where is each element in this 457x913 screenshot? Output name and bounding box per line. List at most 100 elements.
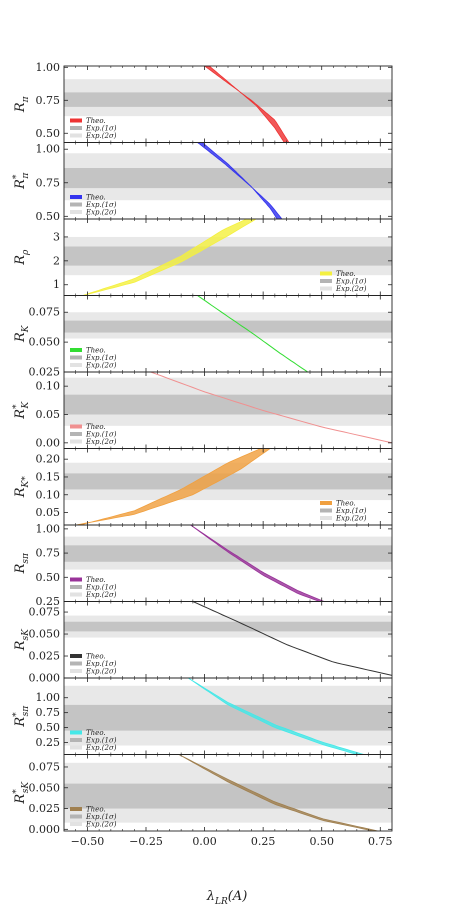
x-tick-label: 0.75 xyxy=(368,835,393,848)
legend-swatch xyxy=(70,432,82,436)
y-tick-label: 0.75 xyxy=(36,547,61,560)
theory-band xyxy=(187,678,365,755)
x-tick-label: 0.25 xyxy=(251,835,276,848)
legend-label: Theo. xyxy=(86,423,106,431)
legend-swatch xyxy=(70,577,82,582)
legend-label: Exp.(2σ) xyxy=(85,668,117,676)
y-tick-label: 0.050 xyxy=(29,336,61,349)
theory-line xyxy=(150,372,392,444)
legend-swatch xyxy=(70,133,82,138)
exp-1sigma-band xyxy=(64,473,392,490)
y-tick-label: 0.05 xyxy=(36,506,61,519)
y-tick-label: 0.05 xyxy=(36,408,61,421)
panel-6: 0.05 0.10 0.15 0.20 RK* Theo.Exp.(1σ)Exp.(2σ) xyxy=(13,448,393,526)
legend-swatch xyxy=(70,669,82,673)
y-tick-label: 0.050 xyxy=(29,628,61,641)
panel-3: 1 2 3 Rρ Theo.Exp.(1σ)Exp.(2σ) xyxy=(13,218,393,296)
y-axis-label: R*sπ xyxy=(12,705,31,728)
y-tick-label: 0.10 xyxy=(36,380,61,393)
y-axis-label: Rρ xyxy=(13,249,31,266)
legend-swatch xyxy=(70,363,82,367)
y-tick-label: 3 xyxy=(53,230,60,243)
panel-9: 0.25 0.50 0.75 1.00 R*sπ Theo.Exp.(1σ)Exp.(2σ… xyxy=(12,677,393,755)
legend-swatch xyxy=(70,424,82,429)
panel-1: 0.50 0.75 1.00 Rπ Theo.Exp.(1σ)Exp.(2σ) xyxy=(13,61,393,143)
legend-swatch xyxy=(70,814,82,819)
y-tick-label: 1.00 xyxy=(36,522,61,535)
panel-7: 0.25 0.50 0.75 1.00 Rsπ Theo.Exp.(1σ)Exp.(2σ) xyxy=(13,522,393,608)
legend-swatch xyxy=(70,807,82,811)
y-tick-label: 0.75 xyxy=(36,94,61,107)
y-tick-label: 1.00 xyxy=(36,691,61,704)
legend-swatch xyxy=(70,745,82,750)
y-axis-label: Rπ xyxy=(13,95,31,113)
legend-swatch xyxy=(70,654,82,658)
y-axis-label: R*K xyxy=(12,400,31,419)
theory-band xyxy=(196,142,283,219)
legend-label: Exp.(2σ) xyxy=(335,515,367,523)
y-tick-label: 0.00 xyxy=(36,436,61,449)
legend-label: Theo. xyxy=(336,270,356,278)
exp-1sigma-band xyxy=(64,320,392,333)
legend-swatch xyxy=(70,348,82,352)
legend-swatch xyxy=(70,585,82,589)
y-axis-label: Rsπ xyxy=(13,552,31,574)
exp-1sigma-band xyxy=(64,783,392,809)
legend-label: Exp.(1σ) xyxy=(85,584,117,592)
legend-label: Exp.(1σ) xyxy=(85,813,117,821)
legend-swatch xyxy=(70,126,82,130)
legend-swatch xyxy=(320,279,332,283)
exp-1sigma-band xyxy=(64,621,392,632)
y-tick-label: 0.000 xyxy=(29,672,61,685)
y-tick-label: 0.075 xyxy=(29,306,61,319)
y-tick-label: 0.50 xyxy=(36,721,61,734)
legend-swatch xyxy=(70,439,82,444)
legend-swatch xyxy=(70,592,82,597)
theory-band xyxy=(75,448,271,525)
theory-band xyxy=(203,66,290,143)
x-tick-label: −0.25 xyxy=(129,835,163,848)
legend-swatch xyxy=(70,202,82,207)
legend-swatch xyxy=(70,738,82,742)
y-tick-label: 0.25 xyxy=(36,736,61,749)
y-tick-label: 0.75 xyxy=(36,706,61,719)
y-tick-label: 0.75 xyxy=(36,176,61,189)
exp-1sigma-band xyxy=(64,545,392,562)
panel-4: 0.025 0.050 0.075 RK Theo.Exp.(1σ)Exp.(2σ) xyxy=(13,295,393,379)
exp-1sigma-band xyxy=(64,246,392,266)
y-tick-label: 0.025 xyxy=(29,650,61,663)
y-axis-label: RK xyxy=(13,324,31,343)
legend-swatch xyxy=(70,355,82,360)
legend-label: Theo. xyxy=(336,500,356,508)
legend-swatch xyxy=(320,508,332,513)
y-axis-label: RsK xyxy=(13,628,31,651)
legend-swatch xyxy=(320,271,332,276)
y-tick-label: 2 xyxy=(53,254,60,267)
legend-label: Exp.(2σ) xyxy=(85,821,117,829)
y-axis-label: R*sK xyxy=(12,781,31,805)
y-tick-label: 0.000 xyxy=(29,823,61,836)
x-axis-label: λLR(A) xyxy=(206,889,248,907)
legend-swatch xyxy=(70,118,82,123)
legend-label: Theo. xyxy=(86,806,106,814)
y-tick-label: 0.20 xyxy=(36,453,61,466)
x-tick-label: 0.00 xyxy=(192,835,217,848)
legend-swatch xyxy=(70,195,82,199)
exp-1sigma-band xyxy=(64,168,392,189)
theory-band xyxy=(178,754,378,831)
legend-label: Exp.(1σ) xyxy=(85,354,117,362)
y-tick-label: 0.075 xyxy=(29,606,61,619)
exp-1sigma-band xyxy=(64,92,392,107)
legend-label: Exp.(2σ) xyxy=(85,438,117,446)
legend-swatch xyxy=(70,661,82,666)
theory-line xyxy=(197,295,308,372)
legend-label: Exp.(2σ) xyxy=(85,362,117,370)
legend-label: Theo. xyxy=(86,117,106,125)
legend-label: Theo. xyxy=(86,653,106,661)
legend-label: Exp.(2σ) xyxy=(85,591,117,599)
legend-label: Exp.(2σ) xyxy=(85,132,117,140)
y-tick-label: 0.025 xyxy=(29,366,61,379)
y-tick-label: 0.025 xyxy=(29,802,61,815)
panel-5: 0.00 0.05 0.10 R*K Theo.Exp.(1σ)Exp.(2σ) xyxy=(12,371,393,449)
